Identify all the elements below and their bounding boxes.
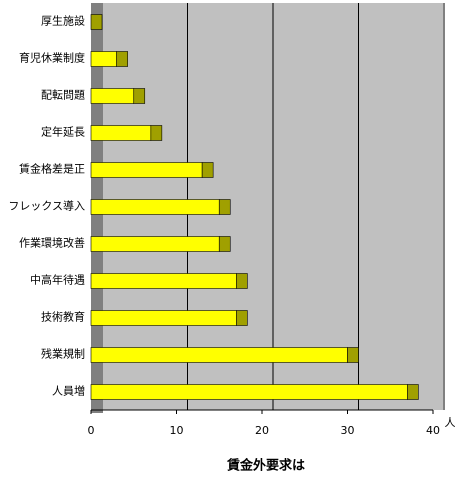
bar — [91, 52, 117, 67]
y-tick-label: フレックス導入 — [8, 199, 85, 213]
x-tick-label: 10 — [170, 424, 184, 437]
bar — [91, 126, 151, 141]
bar — [91, 200, 219, 215]
x-tick-label: 20 — [255, 424, 269, 437]
bar — [91, 237, 219, 252]
y-tick-label: 中高年待遇 — [30, 273, 85, 287]
y-tick-label: 作業環境改善 — [19, 236, 85, 250]
y-tick-label: 定年延長 — [41, 125, 85, 139]
bar-side — [117, 52, 128, 67]
y-tick-label: 残業規制 — [41, 347, 85, 361]
y-tick-label: 賃金格差是正 — [19, 162, 85, 176]
bar-side — [219, 237, 230, 252]
bar — [91, 348, 348, 363]
bar — [91, 89, 134, 104]
y-tick-label: 育児休業制度 — [19, 51, 85, 65]
axis-unit: 人 — [445, 416, 455, 429]
y-tick-label: 技術教育 — [41, 310, 85, 324]
bar-side — [202, 163, 213, 178]
bar-side — [151, 126, 162, 141]
bar — [91, 163, 202, 178]
y-tick-label: 厚生施設 — [41, 14, 85, 28]
bar-side — [407, 385, 418, 400]
bar-side — [134, 89, 145, 104]
bar — [91, 385, 407, 400]
bar-side — [91, 15, 102, 30]
bar-side — [219, 200, 230, 215]
x-tick-label: 0 — [88, 424, 95, 437]
x-tick-label: 30 — [341, 424, 355, 437]
bar — [91, 311, 236, 326]
bar-side — [236, 311, 247, 326]
chart-title: 賃金外要求は — [226, 458, 305, 474]
x-tick-label: 40 — [426, 424, 440, 437]
y-tick-label: 人員増 — [52, 385, 85, 398]
bar-side — [348, 348, 359, 363]
bar-side — [236, 274, 247, 289]
y-tick-label: 配転問題 — [41, 89, 85, 102]
bar — [91, 274, 236, 289]
